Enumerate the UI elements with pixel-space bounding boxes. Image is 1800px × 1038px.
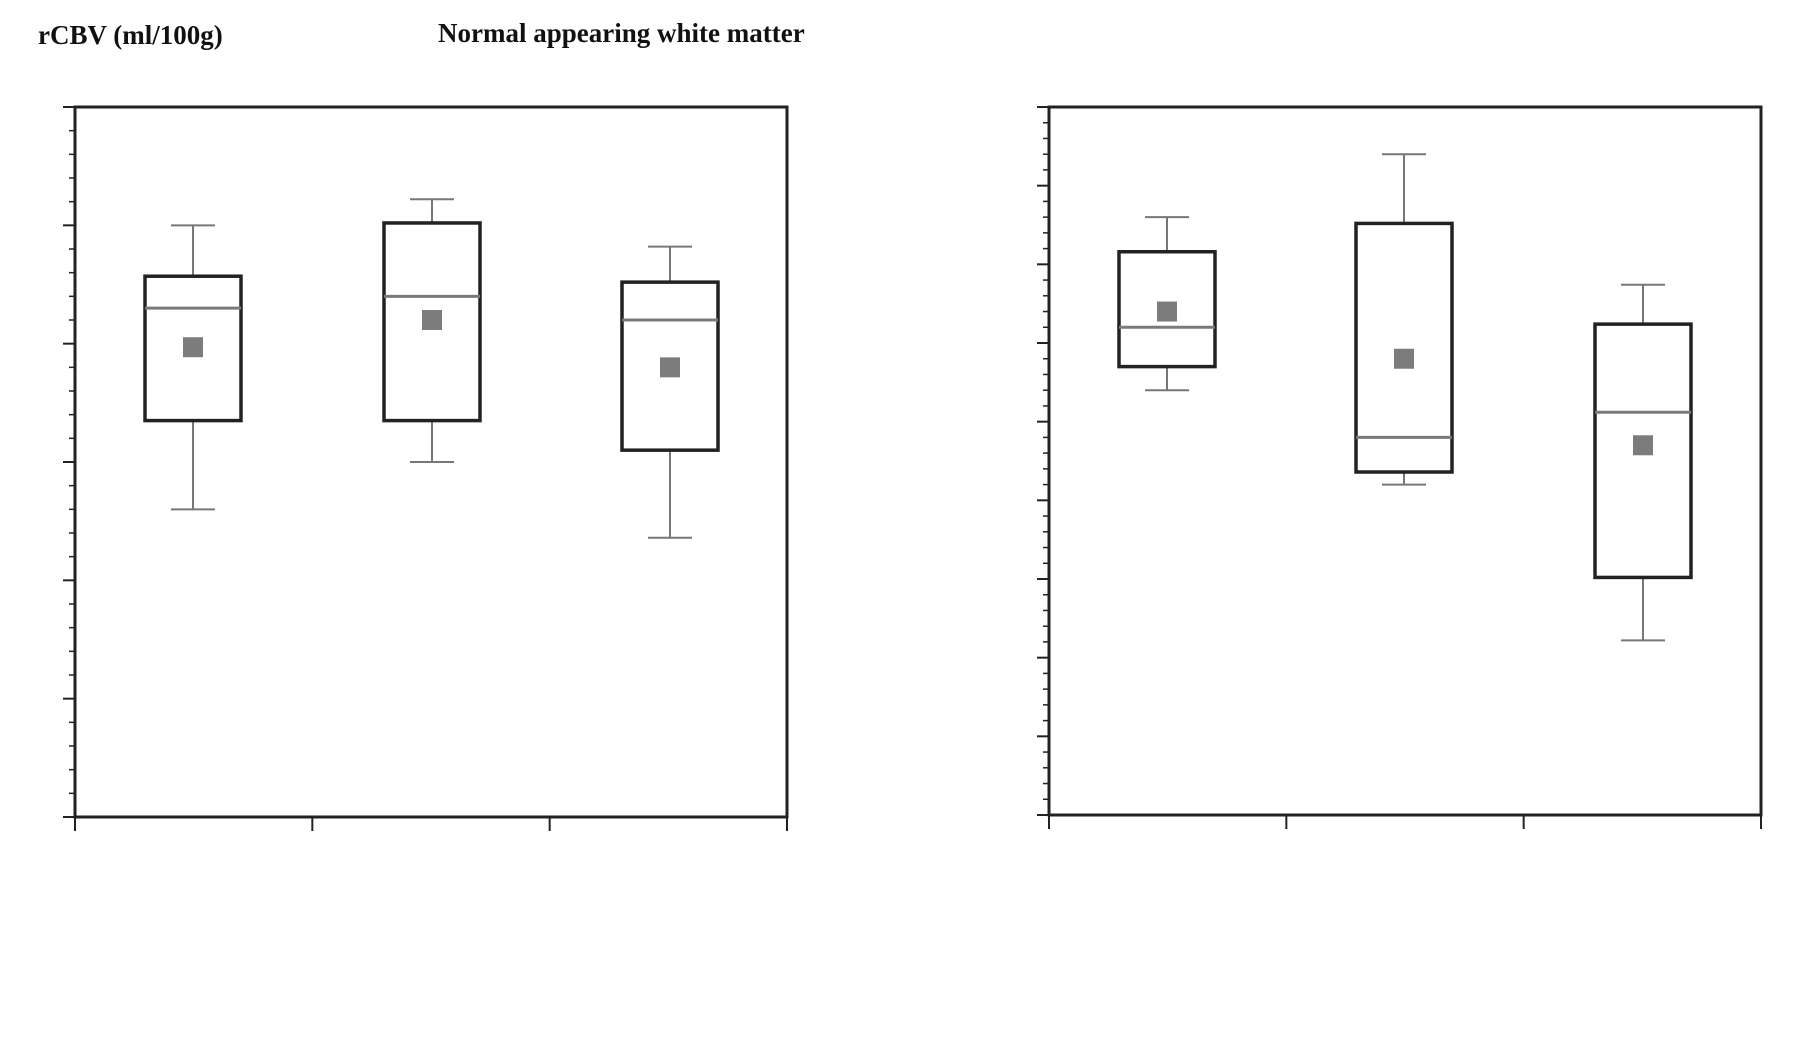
- mean-marker: [1633, 435, 1653, 456]
- iqr-box: [1117, 249, 1217, 369]
- mean-marker: [1157, 301, 1177, 322]
- box->50: [1593, 283, 1693, 642]
- box->50: [620, 245, 720, 539]
- plot-frame: [1047, 105, 1763, 817]
- iqr-box: [143, 274, 243, 423]
- chart-panel-4: [63, 105, 789, 831]
- mean-marker: [1394, 348, 1414, 369]
- iqr-box: [1593, 322, 1693, 580]
- box-31-40: [1117, 216, 1217, 392]
- mean-marker: [422, 310, 442, 330]
- y-axis-title: rCBV (ml/100g): [38, 20, 223, 50]
- box-31-40: [143, 224, 243, 511]
- box-41-50: [382, 198, 482, 463]
- mean-marker: [183, 337, 203, 358]
- iqr-box: [382, 221, 482, 423]
- chart-panel-5: [1037, 105, 1763, 829]
- iqr-box: [620, 280, 720, 452]
- iqr-box: [1354, 221, 1454, 474]
- box-41-50: [1354, 153, 1454, 486]
- figure-title: Normal appearing white matter: [438, 18, 805, 48]
- mean-marker: [660, 357, 680, 378]
